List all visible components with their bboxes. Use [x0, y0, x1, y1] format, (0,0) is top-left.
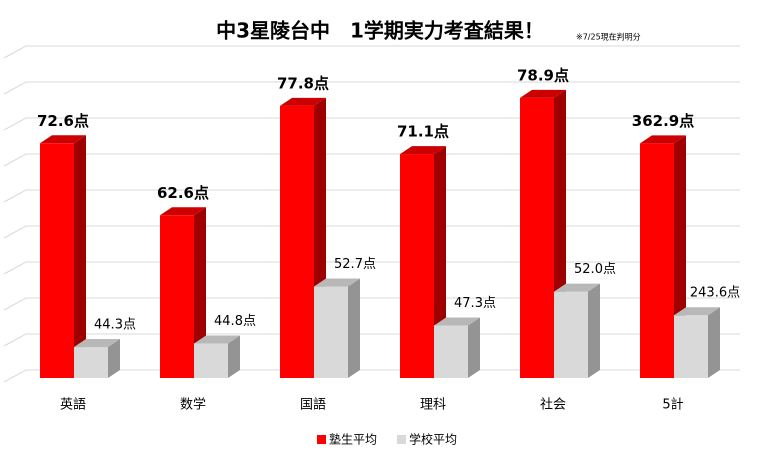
bar [194, 343, 228, 378]
x-tick-label: 5計 [662, 397, 683, 413]
bar-top [40, 135, 86, 144]
bar-top [74, 339, 120, 348]
bar [314, 286, 348, 378]
grid-line [3, 117, 740, 131]
bar-top [520, 89, 566, 98]
bar-top [194, 335, 240, 344]
grid-line [3, 225, 740, 239]
bar-side [74, 135, 86, 378]
value-label: 243.6点 [690, 286, 740, 301]
grid-line [3, 297, 740, 311]
x-tick-label: 英語 [60, 397, 86, 413]
value-label: 71.1点 [397, 123, 449, 141]
bar-top [640, 135, 686, 144]
bar [434, 325, 468, 378]
value-label: 44.8点 [214, 314, 256, 329]
x-tick-label: 数学 [180, 397, 206, 413]
value-label: 47.3点 [454, 296, 496, 311]
bar-top [554, 283, 600, 292]
bar [400, 154, 434, 378]
legend-swatch [397, 435, 406, 444]
bar-top [314, 278, 360, 287]
grid-line [3, 189, 740, 203]
value-label: 78.9点 [517, 66, 569, 84]
grid-line [3, 369, 740, 383]
bar-side [108, 339, 120, 378]
bar-top [434, 317, 480, 326]
grid-line [3, 153, 740, 167]
value-label: 77.8点 [277, 74, 329, 92]
value-label: 52.0点 [574, 262, 616, 277]
legend-label: 塾生平均 [329, 432, 377, 447]
x-tick-label: 国語 [300, 397, 326, 413]
chart-title: 中3星陵台中 1学期実力考査結果！ [216, 19, 544, 43]
bar [74, 347, 108, 378]
bar-top [400, 146, 446, 155]
bar [674, 315, 708, 378]
value-label: 62.6点 [157, 184, 209, 202]
chart-note: ※7/25現在判明分 [576, 32, 641, 42]
bar-side [588, 283, 600, 378]
bar-side [194, 207, 206, 378]
bar-top [280, 97, 326, 106]
bar [640, 143, 674, 378]
bar-side [468, 317, 480, 378]
bar-top [674, 307, 720, 316]
bar-side [708, 307, 720, 378]
grid-line [3, 45, 740, 59]
legend-swatch [317, 435, 326, 444]
bar-side [348, 278, 360, 378]
bar [160, 215, 194, 378]
grid-line [3, 261, 740, 275]
bar-top [160, 207, 206, 216]
x-tick-label: 社会 [540, 397, 566, 413]
bar-side [228, 335, 240, 378]
value-label: 44.3点 [94, 318, 136, 333]
x-tick-label: 理科 [420, 398, 446, 413]
bar [554, 291, 588, 378]
grid-line [3, 81, 740, 95]
value-label: 72.6点 [37, 112, 89, 130]
bar [280, 105, 314, 378]
legend-label: 学校平均 [409, 432, 457, 447]
bar [40, 143, 74, 378]
grid-line [3, 333, 740, 347]
value-label: 52.7点 [334, 257, 376, 272]
bar [520, 97, 554, 379]
value-label: 362.9点 [632, 112, 694, 130]
